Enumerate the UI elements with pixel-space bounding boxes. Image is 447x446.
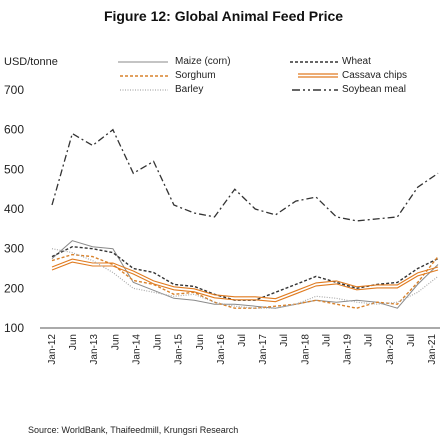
series-line-cassava-chips [51,261,439,303]
x-tick-label: Jul [406,334,417,347]
y-axis: 100 200 300 400 500 600 700 [4,83,24,335]
legend-label-cassava: Cassava chips [342,70,408,81]
series-line-barley [51,248,439,309]
x-tick-label: Jan-19 [343,334,354,365]
x-tick-label: Jan-17 [258,334,269,365]
x-tick-label: Jul [364,334,375,347]
x-tick-label: Jun [195,334,206,350]
x-tick-label: Jul [237,334,248,347]
source-note: Source: WorldBank, Thaifeedmill, Krungsr… [28,425,239,435]
y-tick-label: 100 [4,321,24,335]
x-tick-label: Jan-15 [174,334,185,365]
series-line-soybean-meal [51,128,439,222]
x-tick-label: Jan-13 [89,334,100,365]
legend-label-wheat: Wheat [342,56,371,67]
x-tick-label: Jan-12 [47,334,58,365]
plot-area [51,128,439,309]
y-tick-label: 400 [4,202,24,216]
x-tick-label: Jan-16 [216,334,227,365]
x-tick-label: Jul [279,334,290,347]
x-tick-label: Jun [68,334,79,350]
y-tick-label: 600 [4,123,24,137]
legend-label-maize: Maize (corn) [175,56,231,67]
x-tick-label: Jan-18 [300,334,311,365]
x-tick-label: Jun [110,334,121,350]
legend-label-soybean: Soybean meal [342,84,406,95]
x-tick-label: Jan-20 [385,334,396,365]
y-axis-unit-label: USD/tonne [4,56,58,68]
series-line-cassava-chips [51,258,439,300]
x-tick-label: Jul [321,334,332,347]
x-axis: Jan-12 Jun Jan-13 Jun Jan-14 Jun Jan-15 Jun Jan-… [47,334,438,365]
series-line-wheat [51,245,439,301]
y-tick-label: 200 [4,281,24,295]
x-tick-label: Jan-14 [131,334,142,365]
legend [118,61,338,91]
legend-label-barley: Barley [175,84,204,95]
legend-label-sorghum: Sorghum [175,70,216,81]
x-tick-label: Jun [153,334,164,350]
y-tick-label: 300 [4,242,24,256]
series-line-maize-corn [51,240,439,309]
y-tick-label: 700 [4,83,24,97]
chart-title: Figure 12: Global Animal Feed Price [103,8,344,24]
x-tick-label: Jan-21 [427,334,438,365]
y-tick-label: 500 [4,162,24,176]
